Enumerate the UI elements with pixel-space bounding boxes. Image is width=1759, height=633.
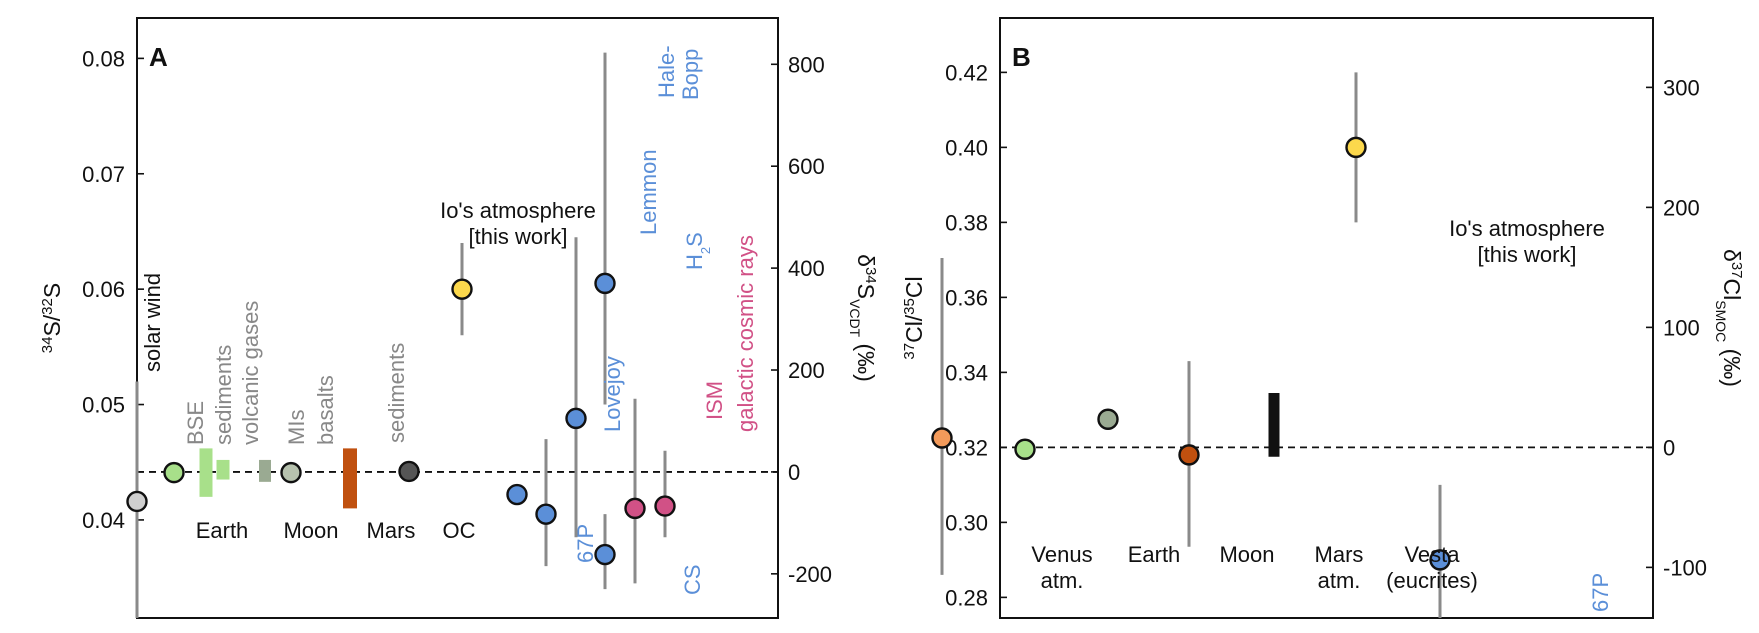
- data-point: [1429, 549, 1451, 571]
- label-venus: Venus: [1031, 542, 1092, 567]
- group-label-mars: Mars: [367, 518, 416, 543]
- data-point: [624, 497, 646, 520]
- data-point: [451, 278, 473, 300]
- panel-a-ylabel: 34S/32S: [39, 283, 66, 353]
- label-this-work-b: [this work]: [1477, 242, 1576, 267]
- left-tick-label: 0.08: [82, 46, 125, 71]
- right-tick-label: -200: [788, 562, 832, 587]
- right-tick-label: 400: [788, 256, 825, 281]
- label-this-work: [this work]: [468, 224, 567, 249]
- label-eucrites: (eucrites): [1386, 568, 1478, 593]
- left-tick-label: 0.04: [82, 508, 125, 533]
- left-tick-label: 0.30: [945, 510, 988, 535]
- panel-a-right-axis: -200 0 200 400 600 800: [771, 52, 832, 587]
- panel-b-marks: [931, 72, 1451, 618]
- left-tick-label: 0.34: [945, 360, 988, 385]
- label-mars-sediments: sediments: [384, 343, 409, 443]
- label-lemmon: Lemmon: [636, 149, 661, 235]
- left-tick-label: 0.28: [945, 585, 988, 610]
- panel-b-right-axis: -100 0 100 200 300: [1646, 75, 1707, 580]
- data-point: [126, 490, 148, 513]
- data-point: [398, 460, 420, 483]
- left-tick-label: 0.06: [82, 277, 125, 302]
- panel-a-ylabel-right: δ34SVCDT (‰): [847, 254, 880, 382]
- data-point: [535, 503, 557, 525]
- left-tick-label: 0.36: [945, 285, 988, 310]
- range-bar: [216, 459, 230, 480]
- label-hale-bopp-2: Bopp: [678, 49, 703, 100]
- group-label-earth: Earth: [196, 518, 249, 543]
- label-hale-bopp-1: Hale-: [654, 45, 679, 98]
- label-volcanic-gases: volcanic gases: [238, 301, 263, 445]
- panel-a: A 0.04 0.05 0.06 0.07 0.08 -200 0 200 400 600 800…: [39, 17, 880, 619]
- label-mars-atm: atm.: [1318, 568, 1361, 593]
- label-vesta: Vesta: [1404, 542, 1460, 567]
- right-tick-label: 200: [788, 358, 825, 383]
- label-67p: 67P: [573, 524, 598, 563]
- data-point: [1097, 408, 1119, 430]
- label-mis: MIs: [284, 410, 309, 445]
- left-tick-label: 0.42: [945, 60, 988, 85]
- data-point: [280, 461, 302, 484]
- data-point: [506, 483, 528, 506]
- label-mars: Mars: [1315, 542, 1364, 567]
- right-tick-label: 0: [1663, 435, 1675, 460]
- right-tick-label: 800: [788, 52, 825, 77]
- data-point: [163, 461, 185, 484]
- label-bse: BSE: [183, 401, 208, 445]
- panel-b-ylabel-right: δ37ClSMOC (‰): [1713, 249, 1746, 387]
- label-galactic-cosmic-rays: galactic cosmic rays: [733, 235, 758, 432]
- left-tick-label: 0.05: [82, 393, 125, 418]
- data-point: [1014, 438, 1036, 460]
- label-cs: CS: [680, 564, 705, 595]
- label-lovejoy: Lovejoy: [600, 356, 625, 432]
- range-bar: [1268, 393, 1280, 457]
- range-bar: [343, 448, 357, 509]
- panel-b: B 0.280.300.320.340.360.380.400.42 -1000…: [901, 17, 1746, 619]
- label-venus-atm: atm.: [1041, 568, 1084, 593]
- data-point: [654, 495, 676, 517]
- right-tick-label: 300: [1663, 75, 1700, 100]
- panel-b-ylabel: 37Cl/35Cl: [901, 276, 928, 359]
- data-point: [594, 272, 616, 295]
- label-basalts: basalts: [313, 375, 338, 445]
- panel-b-frame: [999, 17, 1654, 619]
- label-io-atmosphere: Io's atmosphere: [440, 198, 596, 223]
- label-io-atmosphere-b: Io's atmosphere: [1449, 216, 1605, 241]
- label-67p-b: 67P: [1588, 573, 1613, 612]
- label-h2s: H2S: [682, 232, 713, 270]
- right-tick-label: 600: [788, 154, 825, 179]
- panel-b-letter: B: [1012, 42, 1031, 72]
- data-point: [1345, 136, 1367, 159]
- panel-a-letter: A: [149, 42, 168, 72]
- label-solar-wind: solar wind: [140, 273, 165, 372]
- panel-a-marks: [126, 52, 676, 618]
- panel-a-frame: [136, 17, 779, 619]
- left-tick-label: 0.38: [945, 210, 988, 235]
- data-point: [931, 427, 953, 449]
- left-tick-label: 0.40: [945, 135, 988, 160]
- label-earth-sediments: sediments: [211, 345, 236, 445]
- right-tick-label: 0: [788, 460, 800, 485]
- label-moon: Moon: [1219, 542, 1274, 567]
- range-bar: [259, 459, 271, 482]
- right-tick-label: 200: [1663, 195, 1700, 220]
- group-label-moon: Moon: [283, 518, 338, 543]
- range-bar: [199, 448, 213, 497]
- label-earth: Earth: [1128, 542, 1181, 567]
- data-point: [565, 407, 587, 430]
- left-tick-label: 0.07: [82, 162, 125, 187]
- panel-a-left-axis: 0.04 0.05 0.06 0.07 0.08: [82, 46, 144, 533]
- right-tick-label: -100: [1663, 555, 1707, 580]
- group-label-oc: OC: [443, 518, 476, 543]
- data-point: [594, 543, 616, 566]
- panel-b-left-axis: 0.280.300.320.340.360.380.400.42: [945, 60, 1007, 610]
- right-tick-label: 100: [1663, 315, 1700, 340]
- label-ism: ISM: [702, 381, 727, 420]
- data-point: [1178, 444, 1200, 466]
